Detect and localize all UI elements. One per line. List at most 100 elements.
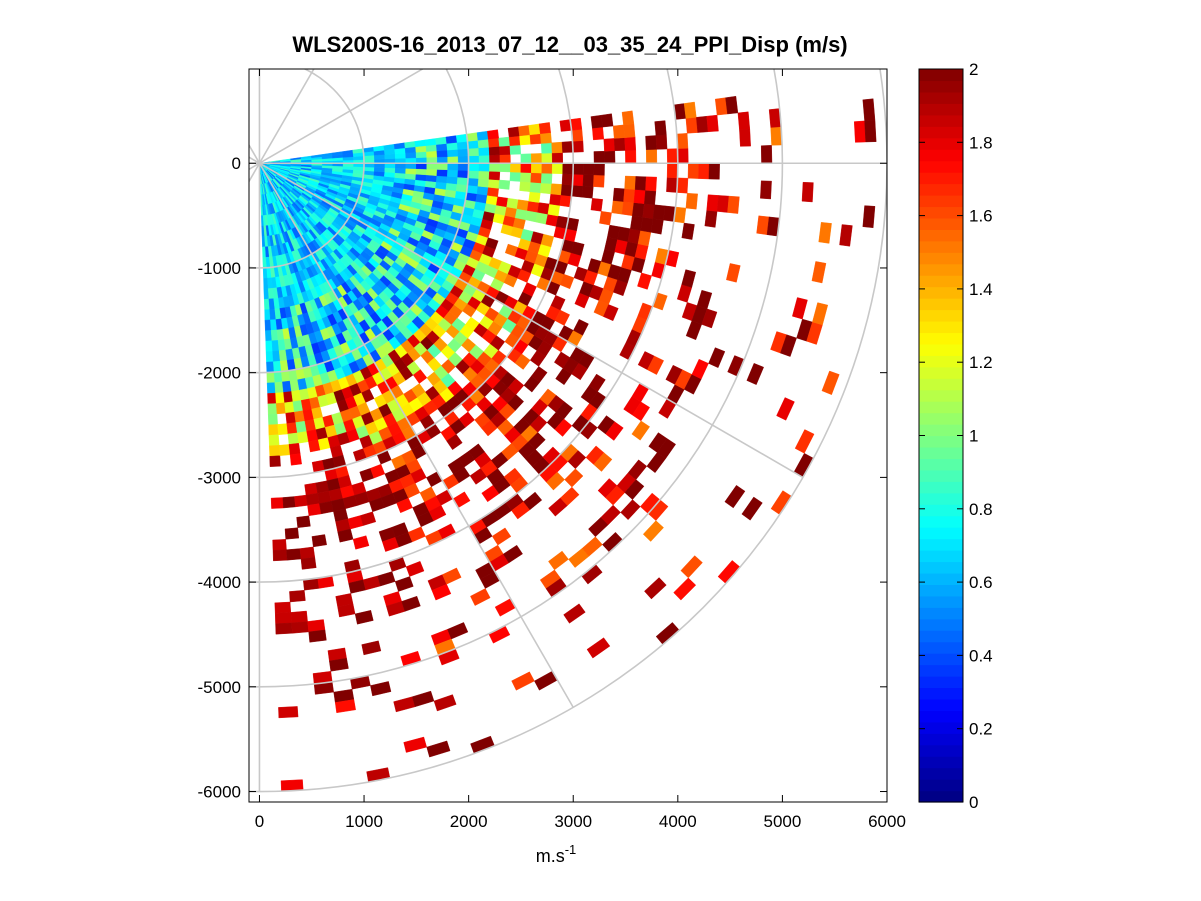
- colorbar-step: [919, 217, 963, 230]
- scan-cell: [724, 485, 746, 509]
- scan-cell: [363, 166, 375, 172]
- colorbar-step: [919, 412, 963, 425]
- scan-cell: [266, 382, 276, 394]
- x-tick-label: 6000: [868, 812, 906, 831]
- colorbar-tick-label: 1.2: [969, 353, 993, 372]
- y-tick-label: -1000: [198, 259, 241, 278]
- polar-grid: [249, 69, 887, 793]
- colorbar-step: [919, 343, 963, 356]
- scan-cell: [273, 371, 283, 383]
- scan-cell: [498, 136, 511, 147]
- scan-cell: [424, 138, 437, 146]
- scan-cell: [468, 163, 480, 172]
- scan-cell: [447, 169, 459, 178]
- y-tick-label: -3000: [198, 468, 241, 487]
- scan-cell: [299, 546, 316, 560]
- scan-cell: [270, 497, 284, 509]
- scan-cell: [499, 163, 511, 173]
- x-tick-label: 1000: [345, 812, 383, 831]
- scan-cell: [531, 366, 548, 383]
- colorbar-step: [919, 698, 963, 711]
- scan-cell: [547, 203, 561, 217]
- scan-cell: [853, 120, 866, 143]
- colorbar-tick-label: 2: [969, 60, 978, 79]
- scan-cell: [296, 515, 311, 528]
- colorbar-step: [919, 103, 963, 116]
- scan-cell: [681, 269, 697, 288]
- plot-frame: [248, 68, 888, 803]
- scan-cell: [864, 119, 877, 143]
- colorbar-step: [919, 172, 963, 185]
- colorbar-tick-label: 0: [969, 793, 978, 812]
- scan-cell: [680, 555, 703, 579]
- scan-cell: [269, 455, 281, 467]
- scan-cell: [455, 183, 468, 193]
- scan-cell: [683, 101, 697, 119]
- scan-cell: [287, 432, 300, 445]
- scan-cell: [284, 527, 300, 540]
- colorbar-step: [919, 320, 963, 334]
- y-tick-label: -5000: [198, 678, 241, 697]
- scan-cell: [603, 138, 616, 152]
- scan-cell: [294, 494, 308, 508]
- scan-cell: [268, 424, 279, 436]
- scan-cell: [426, 168, 438, 176]
- colorbar-step: [919, 481, 963, 494]
- scan-cell: [354, 610, 374, 625]
- scan-cell: [273, 360, 282, 373]
- x-axis-label: m.s-1: [536, 842, 577, 866]
- scan-cell: [485, 237, 499, 250]
- scan-cell: [395, 157, 407, 164]
- scan-cell: [272, 539, 287, 551]
- colorbar-step: [919, 446, 963, 459]
- scan-cell: [696, 115, 709, 133]
- x-tick-label: 0: [255, 812, 264, 831]
- colorbar-step: [919, 767, 963, 780]
- y-axis: 0 -1000 -2000 -3000 -4000 -5000 -6000: [198, 154, 887, 802]
- scan-cell: [361, 640, 382, 656]
- scan-cell: [706, 114, 719, 133]
- x-tick-label: 4000: [659, 812, 697, 831]
- scan-cell: [527, 200, 540, 213]
- scan-cell: [540, 132, 552, 144]
- azimuth-spoke: [259, 162, 804, 479]
- scan-cell: [605, 421, 624, 441]
- scan-cell: [624, 479, 645, 500]
- scan-cell: [290, 610, 308, 624]
- scan-cell: [645, 176, 657, 192]
- scan-cell: [353, 166, 365, 171]
- scan-cell: [491, 527, 512, 546]
- colorbar-step: [919, 733, 963, 746]
- scan-cell: [593, 150, 605, 164]
- scan-cell: [551, 163, 564, 175]
- scan-cell: [477, 138, 490, 149]
- scan-cell: [519, 134, 531, 146]
- colorbar-step: [919, 664, 963, 677]
- colorbar-step: [919, 710, 963, 723]
- scan-cell: [529, 133, 542, 145]
- colorbar-step: [919, 561, 963, 574]
- colorbar-tick-label: 1.4: [969, 280, 993, 299]
- scan-cell: [623, 188, 636, 203]
- colorbar-tick-label: 0.8: [969, 500, 993, 519]
- scan-cell: [445, 135, 458, 144]
- scan-cell: [435, 136, 447, 145]
- scan-cell: [477, 178, 490, 188]
- scan-cell: [604, 150, 616, 164]
- scan-cell: [264, 309, 271, 321]
- colorbar-step: [919, 653, 963, 666]
- scan-cell: [503, 544, 523, 564]
- scan-cell: [645, 149, 658, 164]
- scan-cell: [415, 151, 427, 159]
- scan-cell: [528, 191, 541, 203]
- scan-cell: [572, 140, 584, 153]
- scan-cell: [311, 534, 327, 548]
- scan-cell: [644, 577, 667, 600]
- scan-cell: [698, 163, 710, 180]
- scan-cell: [541, 163, 553, 174]
- scan-cell: [436, 163, 448, 171]
- scan-cell: [592, 126, 605, 141]
- colorbar-step: [919, 744, 963, 757]
- scan-cell: [307, 503, 322, 517]
- scan-cell: [862, 98, 876, 122]
